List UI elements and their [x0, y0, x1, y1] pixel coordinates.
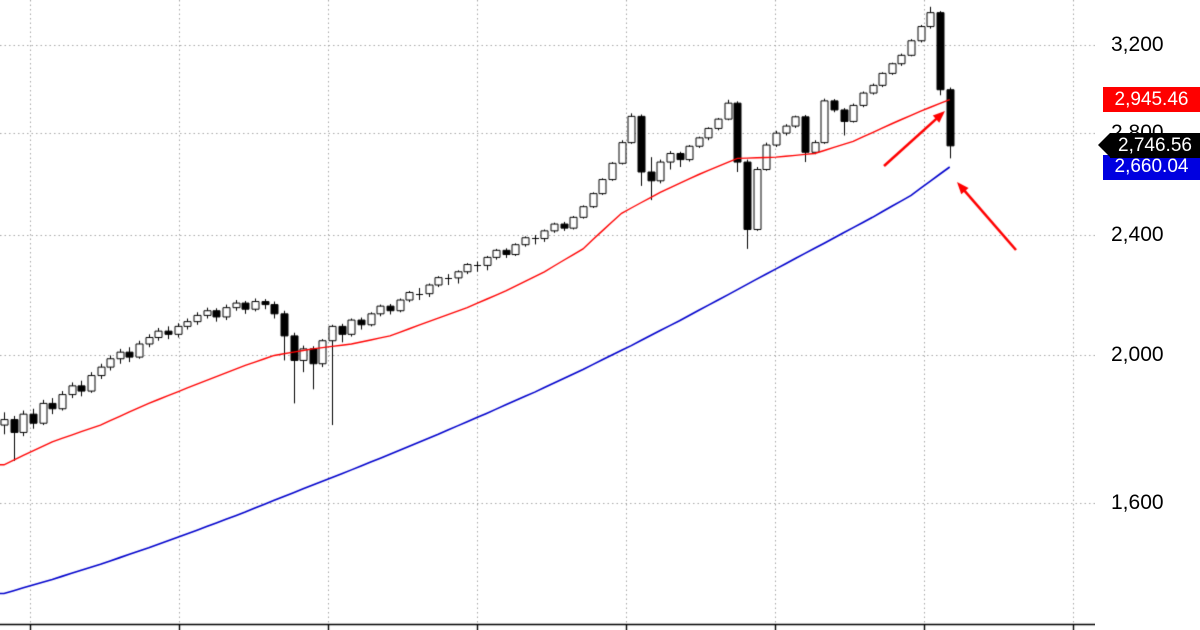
- fast-ma-price-tag: 2,945.46: [1103, 87, 1200, 113]
- candlestick-plot-canvas[interactable]: [0, 0, 1095, 630]
- slow-ma-price-value: 2,660.04: [1114, 156, 1189, 177]
- last-price-value: 2,746.56: [1118, 134, 1192, 156]
- y-axis-label: 2,400: [1111, 222, 1164, 246]
- slow-ma-price-tag: 2,660.04: [1103, 154, 1200, 180]
- y-axis-label: 1,600: [1111, 490, 1164, 514]
- price-pointer-icon: [1098, 133, 1110, 158]
- last-price-tag: 2,746.56: [1098, 133, 1200, 159]
- y-axis-label: 2,000: [1111, 343, 1164, 367]
- y-axis-label: 3,200: [1111, 32, 1164, 56]
- fast-ma-price-value: 2,945.46: [1114, 88, 1189, 110]
